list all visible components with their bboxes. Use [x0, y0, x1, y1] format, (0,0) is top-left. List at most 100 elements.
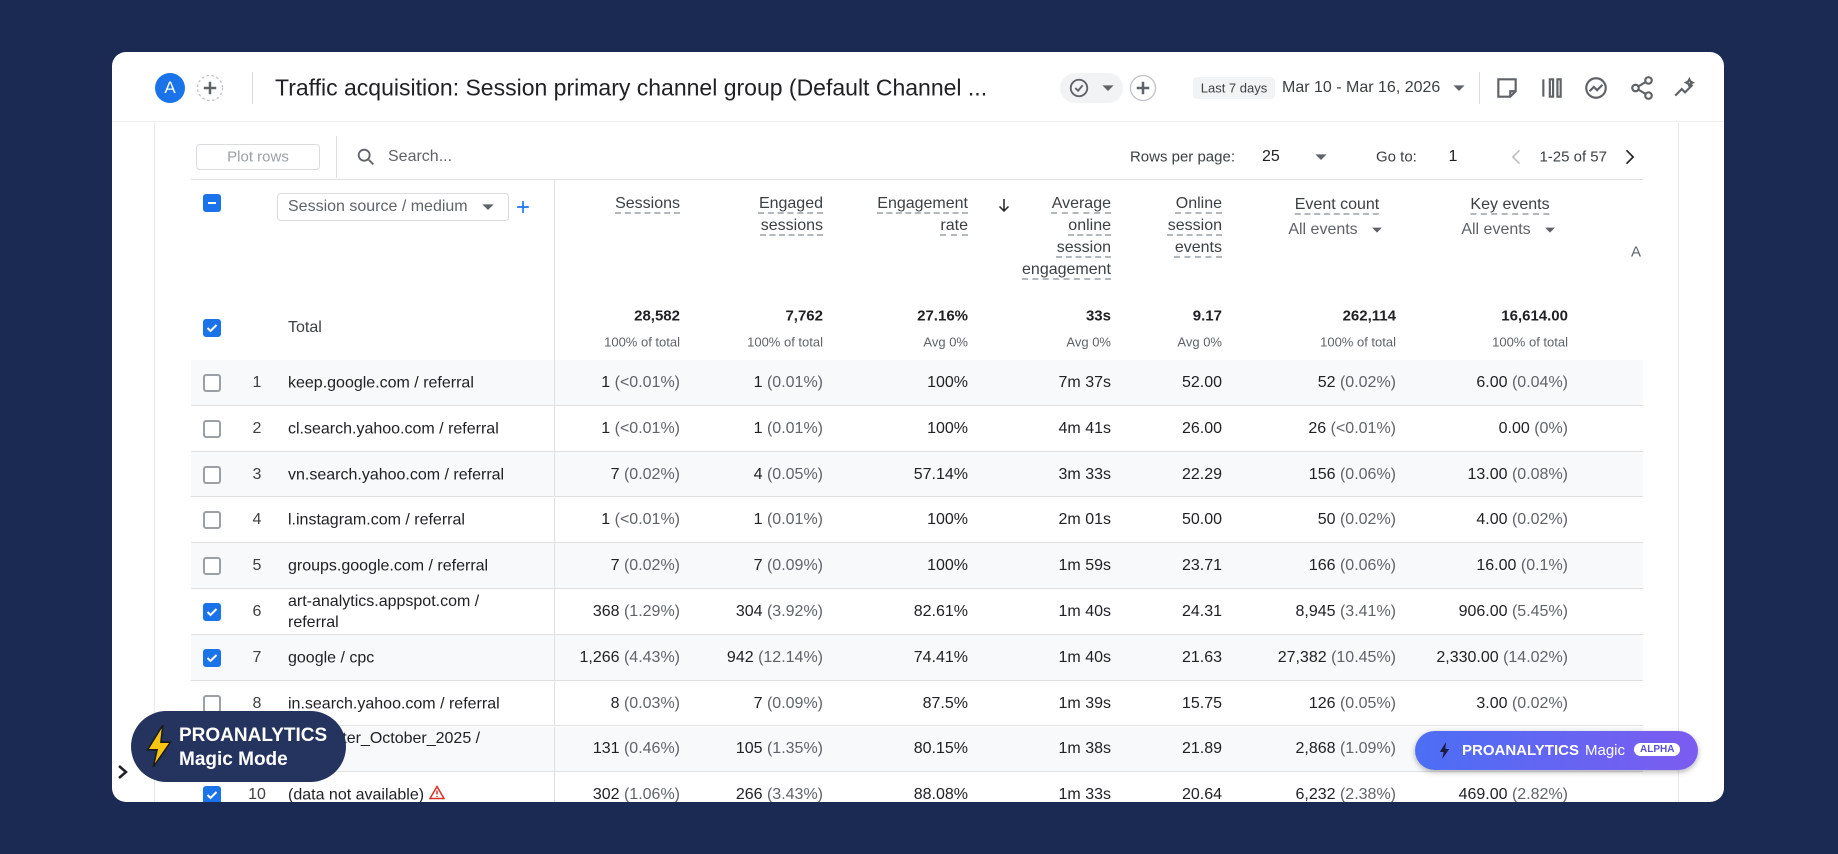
cell-main: 7m 37s [1058, 374, 1111, 391]
row-checkbox[interactable] [203, 374, 221, 392]
dimension-label: Session source / medium [288, 198, 468, 215]
cell-value: 21.63 [1182, 649, 1222, 667]
select-all[interactable] [203, 194, 221, 212]
cell-percent: (0.09%) [762, 694, 823, 712]
cell-main: 8 [610, 694, 620, 712]
cell-main: 87.5% [922, 694, 968, 712]
cell-main: 7 [753, 557, 763, 575]
row-checkbox[interactable] [203, 648, 221, 667]
cell-percent: (10.45%) [1326, 648, 1396, 666]
cell-main: 6.00 [1476, 374, 1508, 391]
column-header[interactable]: Key events [1470, 196, 1550, 213]
cell-percent: (<0.01%) [610, 374, 680, 391]
cell-value: 105 (1.35%) [736, 740, 823, 758]
row-checkbox[interactable] [203, 511, 221, 530]
column-header[interactable]: Engagement rate [877, 195, 968, 234]
badge-brand: PROANALYTICS [179, 725, 328, 746]
add-button[interactable] [1128, 73, 1158, 103]
row-checkbox[interactable] [203, 419, 221, 438]
row-number: 5 [252, 557, 262, 575]
cell-main: 166 [1308, 557, 1336, 575]
column-header[interactable]: Online session events [1167, 195, 1222, 256]
cell-percent: (0.09%) [762, 557, 823, 575]
row [191, 589, 1643, 635]
cell-main: 15.75 [1181, 694, 1222, 712]
search-icon [355, 146, 377, 168]
column-header[interactable]: Event count [1294, 196, 1380, 213]
add-dimension[interactable] [513, 197, 533, 217]
magic-mode-badge[interactable]: PROANALYTICS Magic Mode [131, 711, 346, 782]
cell-percent: (<0.01%) [610, 419, 680, 437]
cell-value: 2,868 (1.09%) [1295, 740, 1396, 758]
row-checkbox[interactable] [203, 557, 221, 576]
row-checkbox[interactable] [203, 694, 221, 713]
sparkle-icon[interactable] [1672, 75, 1698, 101]
dimension-caret [480, 199, 496, 215]
rows-per-page-value[interactable]: 25 [1262, 148, 1280, 165]
next-page[interactable] [1619, 147, 1639, 167]
plot-rows-button[interactable] [196, 144, 320, 170]
row [191, 451, 1643, 498]
cell-value: 302 (1.06%) [593, 786, 680, 802]
notes-icon[interactable] [1494, 75, 1520, 101]
column-header[interactable]: Sessions [615, 195, 680, 212]
event-filter[interactable]: All events [1288, 221, 1358, 238]
dim-divider [554, 772, 555, 802]
row-checkbox[interactable] [203, 603, 221, 621]
cell-value: 88.08% [914, 786, 968, 802]
total-sub: Avg 0% [1177, 334, 1222, 350]
add-comparison[interactable] [195, 73, 225, 103]
cell-value: 82.61% [914, 603, 968, 621]
row-checkbox[interactable] [203, 786, 221, 802]
dim-divider [554, 680, 555, 727]
row [191, 498, 1643, 544]
search-input[interactable]: Search... [388, 148, 453, 165]
cell-value: 1 (<0.01%) [601, 511, 680, 529]
cell-percent: (3.41%) [1335, 603, 1396, 620]
cell-main: 1m 40s [1058, 603, 1111, 620]
cell-value: 100% [927, 557, 968, 575]
cell-percent: (2.82%) [1507, 786, 1568, 802]
cell-percent: (3.43%) [762, 786, 823, 802]
cell-main: 6,232 [1295, 786, 1336, 802]
cell-value: 22.29 [1182, 466, 1222, 484]
insights-icon[interactable] [1583, 75, 1609, 101]
cell-main: 4m 41s [1058, 419, 1111, 437]
prev-page[interactable] [1507, 147, 1527, 167]
row [191, 406, 1643, 452]
bolt-icon [1439, 742, 1450, 764]
cell-percent: (0.1%) [1516, 557, 1568, 575]
column-header[interactable]: Average online session engagement [1022, 195, 1111, 278]
compare-icon[interactable] [1539, 75, 1565, 101]
cell-value: 4m 41s [1059, 420, 1111, 438]
cell-percent: (1.06%) [619, 786, 680, 802]
select-total[interactable] [203, 319, 221, 337]
sort-arrow[interactable] [995, 196, 1013, 214]
column-header[interactable]: Engaged sessions [758, 195, 823, 234]
cell-value: 266 (3.43%) [736, 786, 823, 802]
cell-main: 2m 01s [1058, 511, 1111, 529]
cell-main: 22.29 [1181, 465, 1222, 483]
bolt-icon [145, 724, 173, 772]
cell-main: 1m 59s [1058, 557, 1111, 575]
cell-value: 1m 39s [1059, 695, 1111, 713]
cell-main: 2,868 [1295, 740, 1336, 758]
event-filter[interactable]: All events [1461, 221, 1531, 238]
cell-main: 368 [592, 603, 620, 620]
goto-value[interactable]: 1 [1448, 148, 1458, 165]
share-icon[interactable] [1629, 75, 1655, 101]
cell-main: 4 [753, 465, 763, 483]
row-checkbox[interactable] [203, 465, 221, 484]
dimension-select[interactable] [277, 193, 509, 221]
row-name: cl.search.yahoo.com / referral [288, 420, 499, 438]
cell-main: 26 [1308, 419, 1327, 437]
date-range[interactable]: Mar 10 - Mar 16, 2026 [1282, 79, 1441, 96]
cell-value: 8,945 (3.41%) [1295, 603, 1396, 621]
cell-value: 100% [927, 511, 968, 529]
magic-button[interactable]: PROANALYTICS Magic ALPHA [1415, 731, 1698, 770]
date-label: Last 7 days [1200, 80, 1268, 96]
cell-value: 304 (3.92%) [736, 603, 823, 621]
expand-chevron[interactable] [114, 762, 132, 782]
cell-value: 368 (1.29%) [593, 603, 680, 621]
cell-main: 50.00 [1181, 511, 1222, 529]
